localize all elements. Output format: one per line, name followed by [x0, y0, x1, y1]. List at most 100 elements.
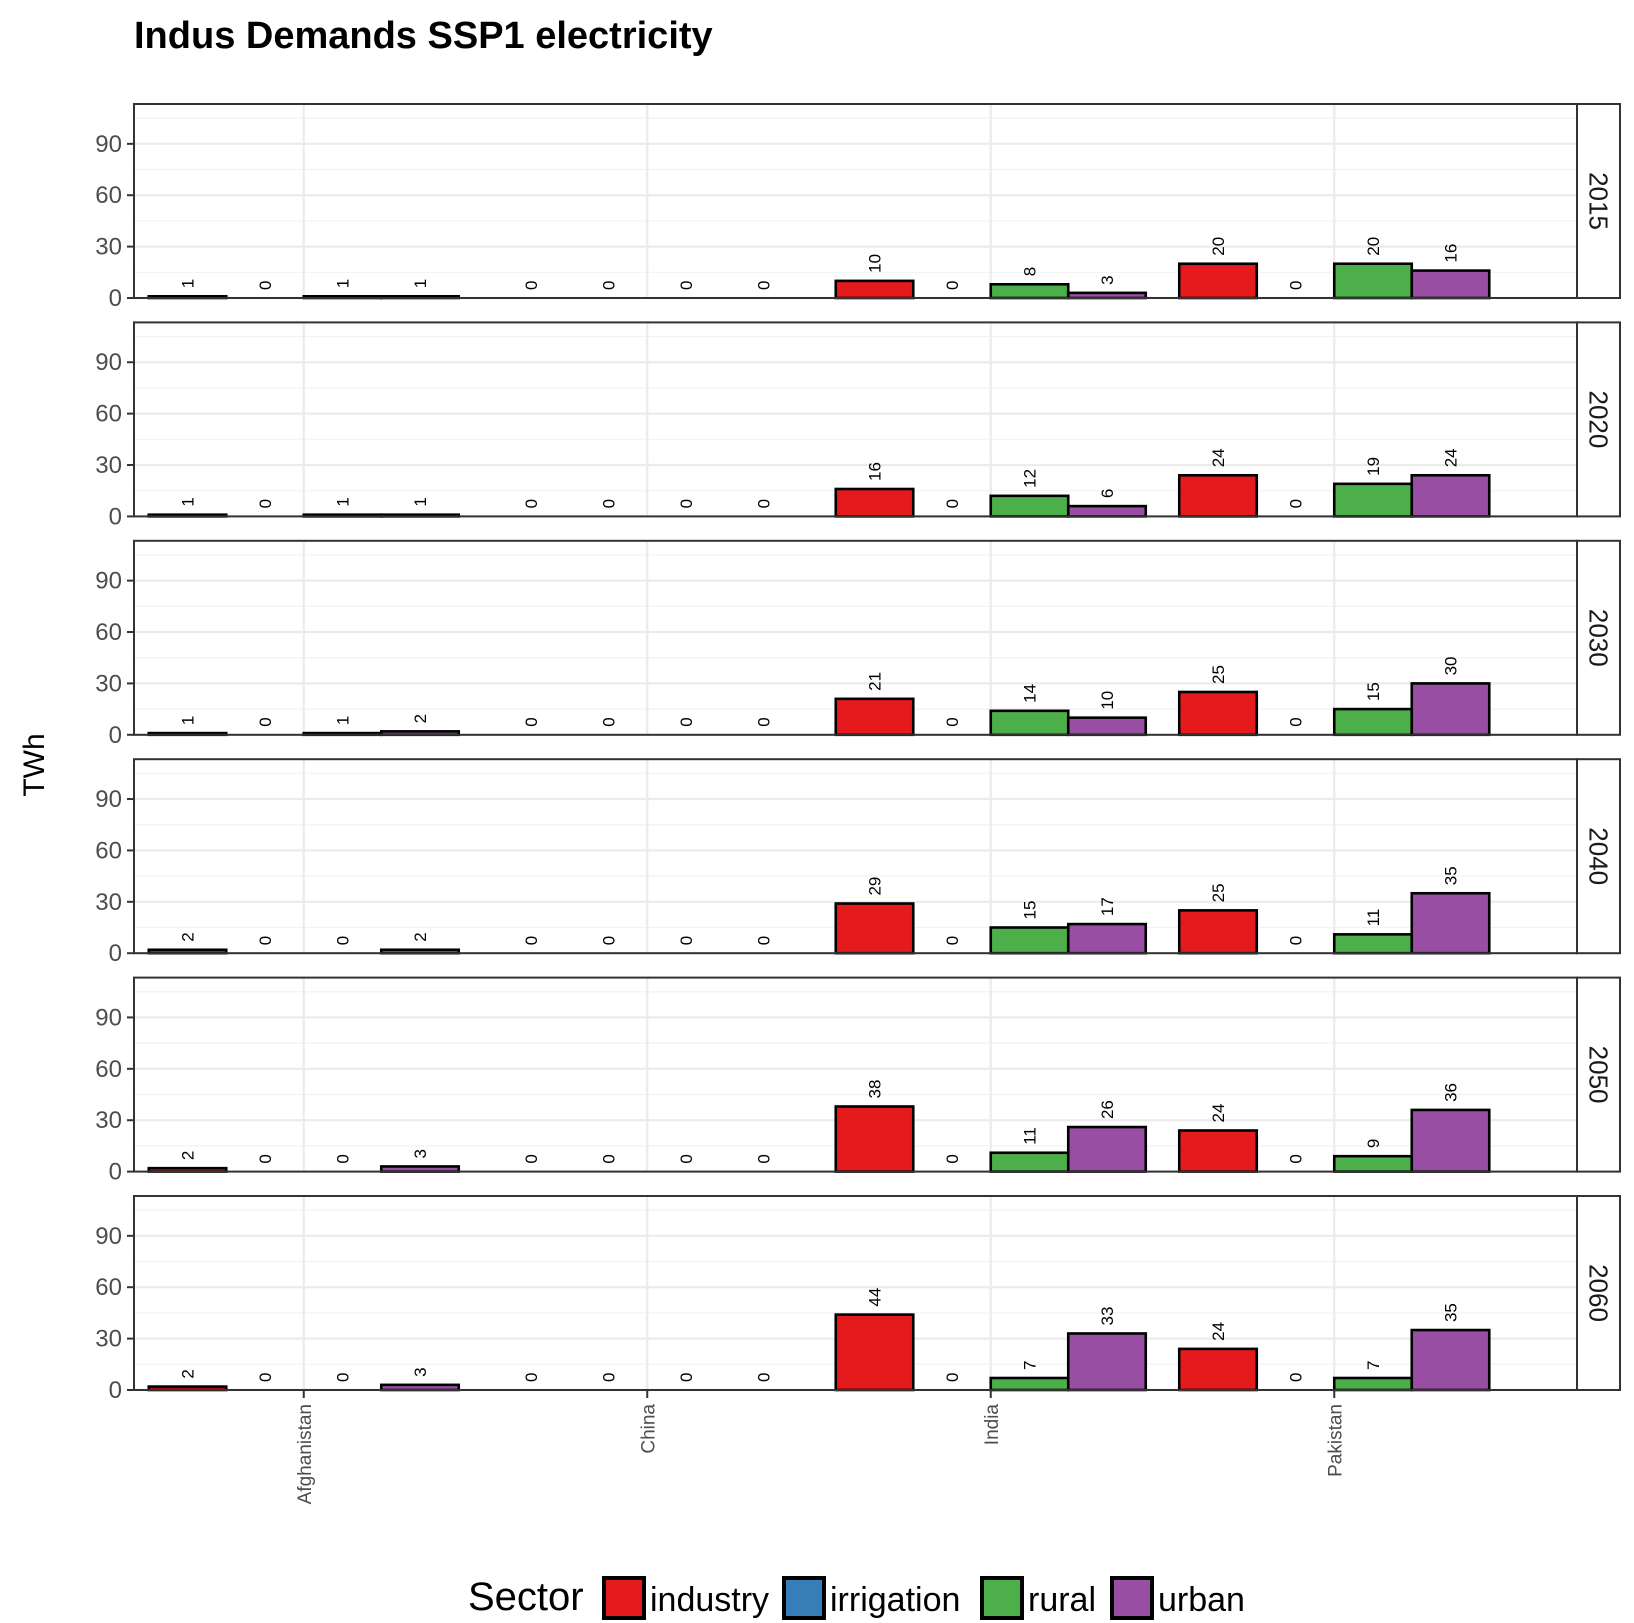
- bar-urban: [1066, 1125, 1148, 1173]
- data-label-urban: 1: [411, 279, 430, 288]
- facet-strip-label: 2060: [1584, 1264, 1614, 1322]
- data-label-urban: 16: [1442, 244, 1461, 263]
- data-label-urban: 36: [1442, 1083, 1461, 1102]
- data-label-rural: 0: [677, 717, 696, 726]
- data-label-industry: 0: [522, 499, 541, 508]
- legend-key-industry: [602, 1576, 646, 1620]
- data-label-urban: 2: [411, 714, 430, 723]
- y-tick-label: 60: [95, 837, 122, 864]
- data-label-industry: 2: [179, 1151, 198, 1160]
- data-label-rural: 0: [334, 1154, 353, 1163]
- bar-industry: [834, 487, 915, 518]
- legend-label-rural: rural: [1028, 1581, 1096, 1619]
- y-tick-label: 30: [95, 452, 122, 479]
- data-label-industry: 44: [866, 1288, 885, 1307]
- data-label-urban: 17: [1098, 897, 1117, 916]
- y-tick-label: 0: [109, 940, 122, 967]
- data-label-rural: 7: [1021, 1361, 1040, 1370]
- bar-urban: [1066, 1332, 1148, 1392]
- bar-urban: [1066, 716, 1148, 737]
- y-tick-label: 60: [95, 1056, 122, 1083]
- bar-industry: [834, 279, 915, 300]
- legend-key-rural: [980, 1576, 1024, 1620]
- data-label-irrigation: 0: [1287, 717, 1306, 726]
- y-tick-label: 30: [95, 670, 122, 697]
- bar-urban: [1410, 1328, 1491, 1392]
- y-axis-title: TWh: [18, 733, 51, 796]
- bar-rural: [989, 1151, 1070, 1173]
- data-label-irrigation: 0: [943, 281, 962, 290]
- bar-rural: [989, 926, 1070, 955]
- y-tick-label: 0: [109, 722, 122, 749]
- bar-rural: [1332, 482, 1414, 518]
- data-label-industry: 2: [179, 1369, 198, 1378]
- data-label-urban: 0: [755, 1373, 774, 1382]
- data-label-urban: 3: [411, 1367, 430, 1376]
- y-tick-label: 60: [95, 182, 122, 209]
- data-label-rural: 19: [1364, 457, 1383, 476]
- data-label-urban: 26: [1098, 1100, 1117, 1119]
- y-tick-label: 0: [109, 503, 122, 530]
- chart-title: Indus Demands SSP1 electricity: [134, 15, 713, 57]
- facet-panel-2020: 0 30 60 90 1 0 1 1 0 0 0 0 16 0 12 6 24 0 19 24 2020: [95, 321, 1621, 530]
- data-label-industry: 20: [1209, 237, 1228, 256]
- facet-strip-label: 2030: [1584, 609, 1614, 667]
- legend-key-urban: [1110, 1576, 1154, 1620]
- data-label-irrigation: 0: [600, 499, 619, 508]
- bar-industry: [834, 902, 915, 955]
- data-label-irrigation: 0: [1287, 499, 1306, 508]
- data-label-urban: 0: [755, 936, 774, 945]
- x-tick-label-india: India: [982, 1404, 1003, 1446]
- bar-industry: [1177, 1129, 1259, 1173]
- x-tick-label-afghanistan: Afghanistan: [295, 1404, 316, 1504]
- y-tick-label: 30: [95, 1107, 122, 1134]
- bar-industry: [1177, 262, 1259, 300]
- data-label-irrigation: 0: [943, 499, 962, 508]
- bar-rural: [1332, 1376, 1414, 1392]
- bar-rural: [989, 1376, 1070, 1392]
- data-label-irrigation: 0: [256, 936, 275, 945]
- x-tick-label-pakistan: Pakistan: [1325, 1404, 1346, 1477]
- data-label-urban: 3: [1098, 275, 1117, 284]
- data-label-irrigation: 0: [1287, 936, 1306, 945]
- data-label-irrigation: 0: [943, 717, 962, 726]
- data-label-industry: 25: [1209, 883, 1228, 902]
- data-label-urban: 1: [411, 497, 430, 506]
- data-label-rural: 11: [1021, 1127, 1040, 1145]
- data-label-industry: 0: [522, 281, 541, 290]
- data-label-rural: 0: [334, 1373, 353, 1382]
- facet-strip-label: 2015: [1584, 172, 1614, 230]
- data-label-rural: 14: [1021, 684, 1040, 703]
- data-label-urban: 3: [411, 1149, 430, 1158]
- data-label-industry: 1: [179, 716, 198, 725]
- data-label-irrigation: 0: [943, 936, 962, 945]
- data-label-irrigation: 0: [256, 717, 275, 726]
- facet-strip: [1576, 321, 1621, 518]
- data-label-industry: 10: [866, 254, 885, 273]
- bar-rural: [1332, 1154, 1414, 1173]
- facet-strip: [1576, 976, 1621, 1173]
- data-label-irrigation: 0: [600, 1373, 619, 1382]
- data-label-industry: 24: [1209, 448, 1228, 467]
- data-label-rural: 15: [1364, 682, 1383, 701]
- legend-label-irrigation: irrigation: [830, 1581, 960, 1619]
- data-label-rural: 1: [334, 497, 353, 506]
- data-label-industry: 38: [866, 1080, 885, 1099]
- data-label-rural: 0: [677, 1154, 696, 1163]
- bar-industry: [1177, 909, 1259, 955]
- data-label-urban: 0: [755, 717, 774, 726]
- data-label-irrigation: 0: [1287, 281, 1306, 290]
- data-label-urban: 24: [1442, 448, 1461, 467]
- bar-urban: [1410, 891, 1491, 955]
- legend: Sector industry irrigation rural urban: [468, 1575, 1245, 1620]
- data-label-rural: 0: [334, 936, 353, 945]
- facet-strip-label: 2020: [1584, 390, 1614, 448]
- data-label-rural: 7: [1364, 1361, 1383, 1370]
- data-label-industry: 2: [179, 932, 198, 941]
- facet-strip-label: 2040: [1584, 827, 1614, 885]
- x-axis: Afghanistan China India Pakistan: [295, 1390, 1346, 1504]
- data-label-irrigation: 0: [1287, 1373, 1306, 1382]
